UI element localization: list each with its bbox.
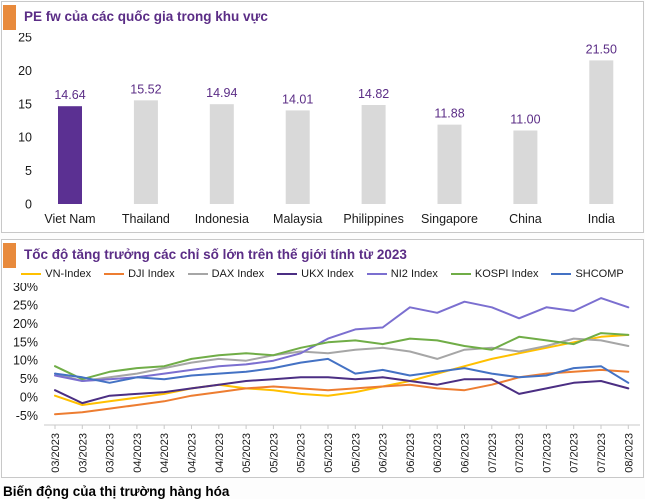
- line-x-tick-label: 06/2023: [378, 433, 390, 473]
- legend-item-ni2-index: NI2 Index: [366, 268, 438, 280]
- bar-value-label: 11.88: [434, 107, 464, 121]
- line-x-tick-label: 04/2023: [187, 433, 199, 473]
- bar-category-label: Singapore: [421, 212, 478, 226]
- legend-swatch: [366, 272, 387, 276]
- bar-value-label: 14.64: [54, 88, 85, 102]
- legend-swatch: [104, 272, 125, 276]
- series-line-ukx-index: [54, 376, 630, 405]
- bar-india: [589, 60, 614, 204]
- line-y-tick: 25%: [13, 298, 38, 312]
- legend-label: UKX Index: [301, 268, 354, 280]
- line-x-tick-label: 03/2023: [77, 433, 89, 473]
- line-x-tick-label: 07/2023: [541, 433, 553, 473]
- bar-thailand: [133, 100, 158, 204]
- line-x-tick-label: 04/2023: [159, 433, 171, 473]
- legend-item-dax-index: DAX Index: [187, 268, 265, 280]
- line-x-tick-label: 05/2023: [268, 433, 280, 473]
- bar-china: [513, 130, 538, 204]
- line-y-tick: 5%: [20, 372, 38, 386]
- line-x-tick-label: 05/2023: [296, 433, 308, 473]
- line-x-tick-label: 05/2023: [241, 433, 253, 473]
- line-x-tick-label: 07/2023: [569, 433, 581, 473]
- next-section-title: Biến động của thị trường hàng hóa: [3, 484, 230, 499]
- growth-chart-title: Tốc độ tăng trưởng các chỉ số lớn trên t…: [24, 247, 407, 262]
- line-x-tick-label: 06/2023: [405, 433, 417, 473]
- bar-category-label: China: [509, 212, 542, 226]
- series-line-dax-index: [54, 337, 630, 382]
- line-x-tick-label: 04/2023: [214, 433, 226, 473]
- series-line-shcomp: [54, 357, 630, 384]
- legend-swatch: [187, 272, 208, 276]
- line-x-tick-label: 05/2023: [323, 433, 335, 473]
- growth-chart-legend: VN-Index DJI Index DAX Index UKX Index NI2 I…: [0, 266, 645, 282]
- bar-category-label: India: [588, 212, 615, 226]
- bar-y-tick: 25: [18, 33, 32, 45]
- bar-y-tick: 20: [18, 64, 32, 78]
- line-x-tick-label: 08/2023: [623, 433, 635, 473]
- line-x-tick-label: 07/2023: [487, 433, 499, 473]
- line-x-tick-label: 06/2023: [432, 433, 444, 473]
- line-x-tick-label: 05/2023: [350, 433, 362, 473]
- legend-swatch: [450, 272, 471, 276]
- line-x-tick-label: 07/2023: [596, 433, 608, 473]
- line-x-tick-label: 07/2023: [514, 433, 526, 473]
- line-y-tick: 15%: [13, 335, 38, 349]
- legend-label: DAX Index: [211, 268, 265, 280]
- line-y-tick: 30%: [13, 283, 38, 294]
- bar-category-label: Malaysia: [273, 212, 322, 226]
- bar-philippines: [361, 105, 386, 204]
- bar-singapore: [437, 124, 462, 204]
- legend-item-vn-index: VN-Index: [21, 268, 91, 280]
- series-line-kospi-index: [54, 332, 630, 381]
- bar-category-label: Thailand: [122, 212, 170, 226]
- bar-category-label: Indonesia: [195, 212, 249, 226]
- bar-category-label: Viet Nam: [44, 212, 95, 226]
- line-y-tick: 10%: [13, 354, 38, 368]
- bar-y-tick: 0: [25, 198, 32, 212]
- bar-y-tick: 10: [18, 131, 32, 145]
- line-x-tick-label: 04/2023: [132, 433, 144, 473]
- title-accent-marker: [3, 243, 16, 268]
- line-y-tick: 0%: [20, 391, 38, 405]
- legend-label: VN-Index: [45, 268, 92, 280]
- bar-value-label: 14.82: [358, 87, 389, 101]
- legend-swatch: [21, 272, 42, 276]
- bar-value-label: 21.50: [586, 42, 617, 56]
- bar-value-label: 11.00: [510, 113, 540, 127]
- legend-swatch: [551, 272, 572, 276]
- line-x-tick-label: 03/2023: [50, 433, 62, 473]
- bar-viet-nam: [58, 106, 82, 204]
- line-x-tick-label: 06/2023: [460, 433, 472, 473]
- bar-category-label: Philippines: [343, 212, 403, 226]
- legend-label: KOSPI Index: [474, 268, 539, 280]
- legend-label: DJI Index: [128, 268, 175, 280]
- legend-item-ukx-index: UKX Index: [277, 268, 354, 280]
- growth-line-chart: 30% 25% 20% 15% 10% 5% 0% -5% 03/2023 03/2023 03/2…: [13, 283, 640, 473]
- pe-bar-chart: 25 20 15 10 5 0 14.64 Viet Nam 15.52 Thailand 14.9…: [18, 33, 617, 226]
- legend-swatch: [277, 272, 298, 276]
- legend-label: SHCOMP: [575, 268, 624, 280]
- bar-y-tick: 15: [18, 97, 32, 111]
- line-y-tick: -5%: [16, 409, 38, 423]
- legend-item-kospi-index: KOSPI Index: [450, 268, 539, 280]
- bar-y-tick: 5: [25, 164, 32, 178]
- legend-label: NI2 Index: [390, 268, 438, 280]
- bar-indonesia: [209, 104, 234, 204]
- pe-chart-title: PE fw của các quốc gia trong khu vực: [24, 9, 268, 24]
- bar-malaysia: [285, 110, 310, 204]
- series-line-ni2-index: [54, 297, 630, 382]
- bar-value-label: 14.01: [282, 92, 313, 106]
- series-line-vn-index: [54, 333, 630, 406]
- pe-chart-panel: PE fw của các quốc gia trong khu vực 25 2…: [1, 1, 644, 233]
- line-x-tick-label: 03/2023: [105, 433, 117, 473]
- line-y-tick: 20%: [13, 317, 38, 331]
- title-accent-marker: [3, 5, 16, 30]
- growth-chart-panel: Tốc độ tăng trưởng các chỉ số lớn trên t…: [1, 239, 644, 478]
- bar-value-label: 15.52: [130, 82, 161, 96]
- legend-item-shcomp: SHCOMP: [551, 268, 624, 280]
- legend-item-dji-index: DJI Index: [104, 268, 175, 280]
- bar-value-label: 14.94: [206, 86, 237, 100]
